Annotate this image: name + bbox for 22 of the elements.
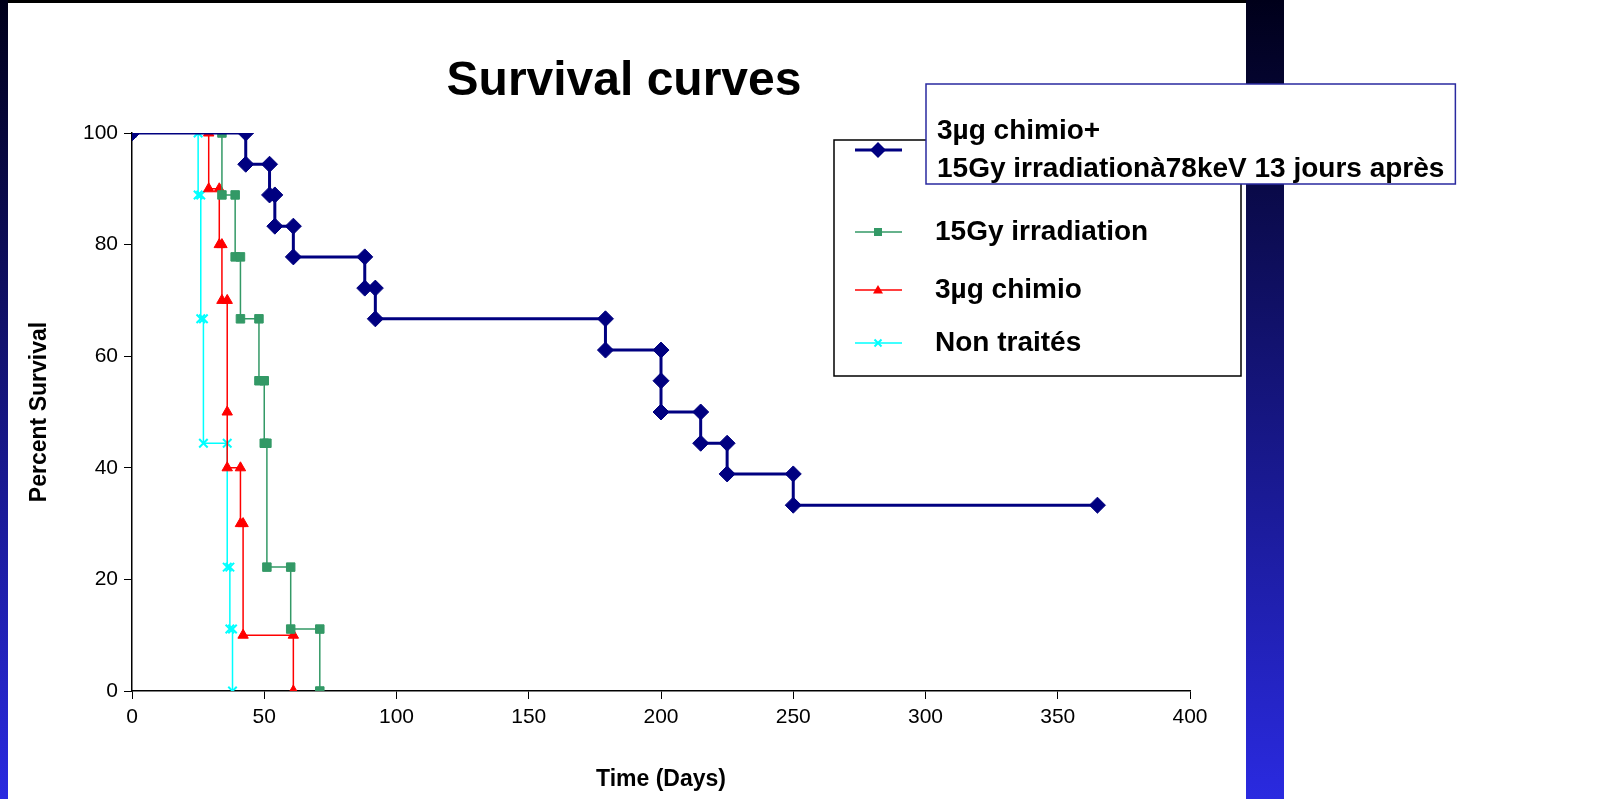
y-tick-label: 80 <box>94 231 118 255</box>
y-tick-label: 0 <box>106 677 118 701</box>
x-tick-label: 150 <box>511 704 547 728</box>
y-tick-label: 20 <box>94 566 118 590</box>
x-axis-title: Time (Days) <box>596 765 726 792</box>
legend-label: 3µg chimio+ 15Gy irradiationà78keV 13 jours après <box>937 113 1445 183</box>
x-tick-label: 50 <box>252 704 276 728</box>
x-tick-label: 350 <box>1040 704 1076 728</box>
chart-title: Survival curves <box>446 52 802 106</box>
x-tick-label: 250 <box>775 704 811 728</box>
x-tick-label: 0 <box>126 704 138 728</box>
y-tick-label: 100 <box>82 119 118 143</box>
x-tick-label: 200 <box>643 704 679 728</box>
legend-label: 15Gy irradiation <box>935 214 1149 246</box>
x-tick-label: 400 <box>1172 704 1208 728</box>
x-tick-label: 300 <box>907 704 944 728</box>
y-tick-label: 60 <box>94 343 118 366</box>
y-axis-title: Percent Survival <box>25 321 52 503</box>
y-tick-label: 40 <box>94 454 118 478</box>
legend-label: Non traités <box>935 325 1082 357</box>
legend-label: 3µg chimio <box>935 272 1082 304</box>
x-tick-label: 100 <box>378 704 415 728</box>
